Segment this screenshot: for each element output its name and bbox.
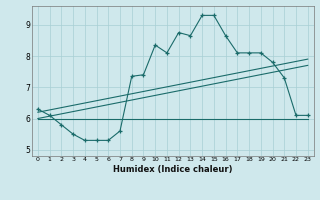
X-axis label: Humidex (Indice chaleur): Humidex (Indice chaleur) bbox=[113, 165, 233, 174]
